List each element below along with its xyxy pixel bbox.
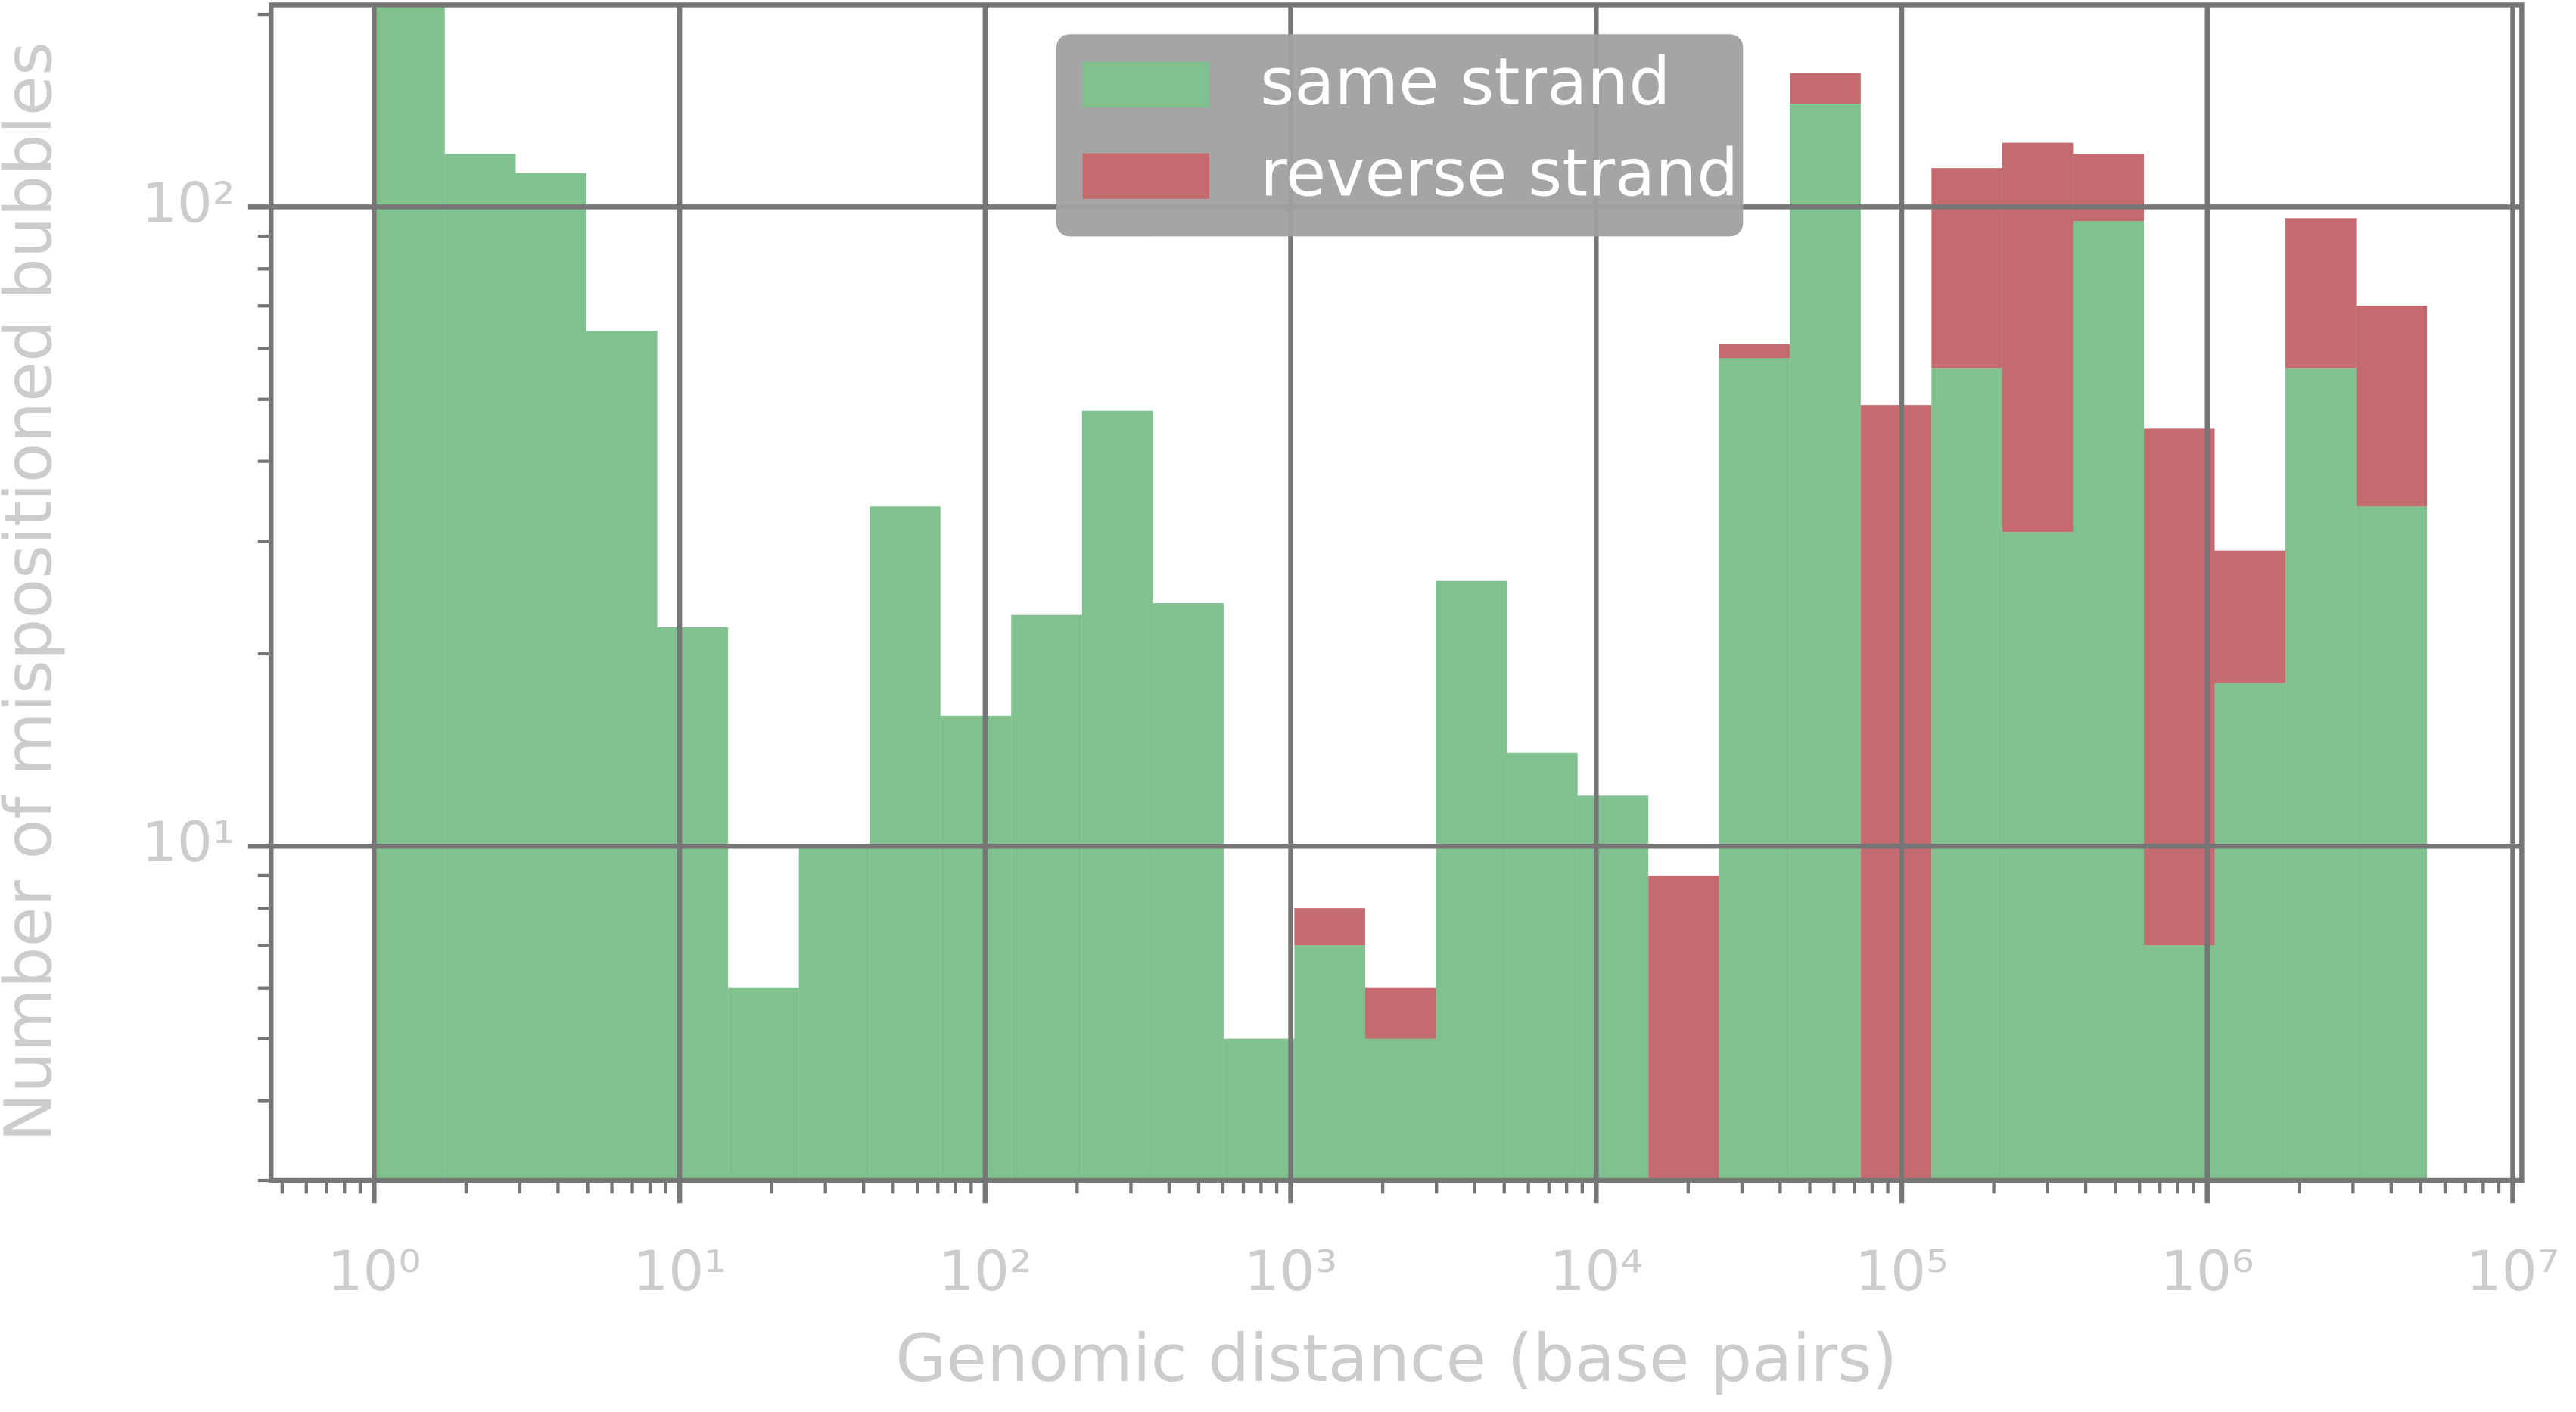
bar [1577, 795, 1649, 1181]
bar [2143, 945, 2215, 1181]
x-tick-label: 10⁰ [328, 1239, 421, 1304]
x-tick-label: 10² [938, 1239, 1031, 1304]
bar [2002, 142, 2074, 533]
bar [728, 987, 799, 1181]
y-axis-label: Number of mispositioned bubbles [0, 42, 67, 1142]
bar [657, 627, 729, 1181]
bar [586, 331, 658, 1181]
x-tick-label: 10³ [1244, 1239, 1337, 1304]
bar [2356, 506, 2428, 1181]
bar [940, 715, 1012, 1181]
legend-swatch [1082, 61, 1209, 108]
bar [1931, 168, 2002, 369]
bars [374, 5, 2428, 1181]
bar [1507, 752, 1578, 1181]
x-tick-label: 10⁴ [1550, 1239, 1643, 1304]
bar [1364, 1038, 1436, 1181]
bar [2143, 428, 2215, 946]
bar [2285, 368, 2357, 1181]
legend-label: reverse strand [1260, 136, 1738, 212]
bar [2285, 218, 2357, 369]
bar [1364, 987, 1436, 1039]
bar [1931, 368, 2002, 1181]
bar [2073, 221, 2144, 1181]
plot-frame [268, 2, 2525, 1183]
x-axis-label: Genomic distance (base pairs) [895, 1321, 1897, 1397]
y-tick-label: 10² [142, 172, 235, 236]
bar [1294, 945, 1365, 1181]
legend-label: same strand [1260, 45, 1670, 120]
bar [2214, 683, 2286, 1181]
x-tick-label: 10¹ [633, 1239, 726, 1304]
bar [1790, 104, 1861, 1181]
bar [1648, 875, 1719, 1181]
bar [1436, 580, 1507, 1181]
bar [1223, 1038, 1295, 1181]
bar [1153, 603, 1224, 1181]
bar [2073, 154, 2144, 222]
legend-box [1056, 34, 1744, 237]
bar [1011, 614, 1082, 1181]
bar [1860, 405, 1932, 1181]
bar [515, 173, 587, 1181]
bar [444, 154, 516, 1181]
bar [2356, 306, 2428, 507]
axes: 10⁰ 10¹ 10² 10³ 10⁴ 10⁵ 10⁶ 10⁷ 10¹ 10² same stran… [142, 2, 2559, 1304]
y-tick-label: 10¹ [142, 810, 235, 875]
bar [374, 5, 445, 1181]
bar [1081, 410, 1153, 1181]
bar [1719, 358, 1790, 1181]
bar [798, 846, 870, 1181]
bar [1719, 344, 1790, 359]
bar [2214, 550, 2286, 683]
bar [1790, 73, 1861, 104]
x-tick-label: 10⁵ [1855, 1239, 1948, 1304]
bar [1294, 908, 1365, 946]
legend-swatch [1082, 153, 1209, 199]
bar [870, 506, 941, 1181]
bar [2002, 532, 2074, 1181]
x-tick-label: 10⁶ [2161, 1239, 2254, 1304]
x-tick-label: 10⁷ [2466, 1239, 2559, 1304]
